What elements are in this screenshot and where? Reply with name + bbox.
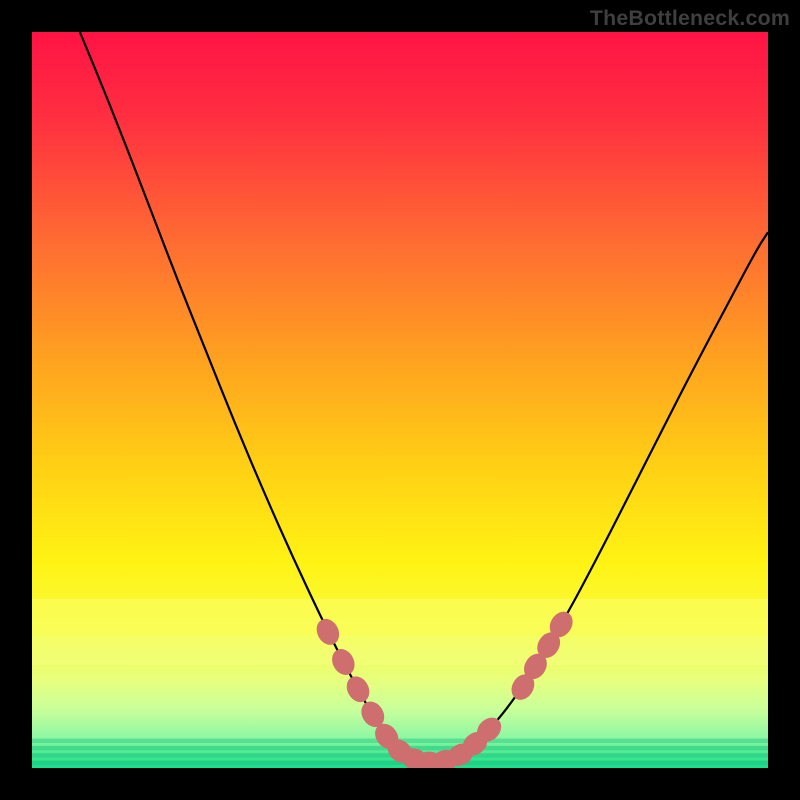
band [32,599,768,636]
figure-root: TheBottleneck.com [0,0,800,800]
chart-svg [0,0,800,800]
band [32,636,768,665]
